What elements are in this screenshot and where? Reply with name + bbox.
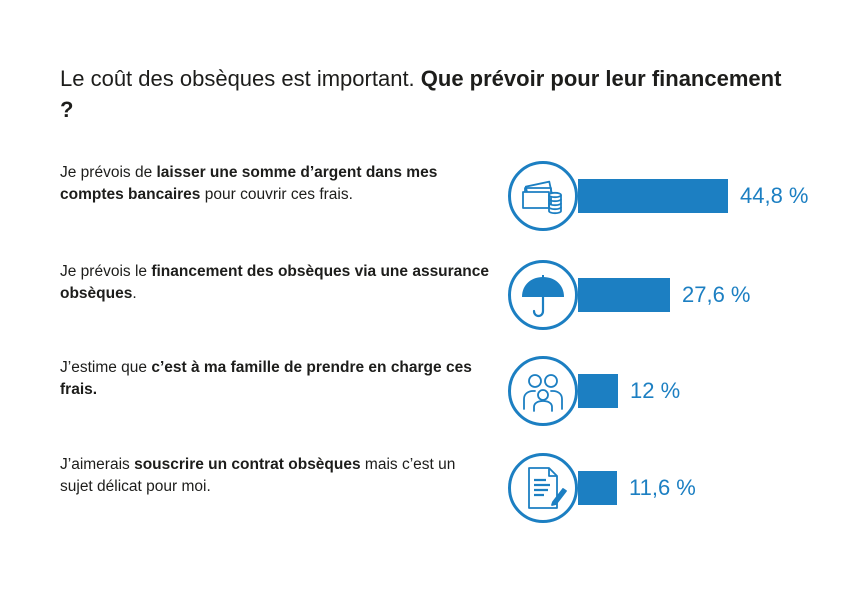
category-label: J’aimerais souscrire un contrat obsèques… [60,454,490,498]
chart-title-bold: Que prévoir pour leur financement ? [60,66,782,122]
category-label-text: Je prévois de [60,164,157,181]
category-label-text: J’aimerais [60,456,135,473]
category-label: J’estime que c’est à ma famille de prend… [60,357,490,401]
category-label-text: mais c’est un sujet délicat pour moi. [60,456,456,495]
bar [578,471,617,505]
bar [578,374,618,408]
bar [578,179,728,213]
category-label-text: . [132,285,137,302]
category-label-text: pour couvrir ces frais. [200,186,353,203]
category-label-bold: laisser une somme d’argent dans mes comp… [60,164,438,203]
category-label-text: Je prévois le [60,263,152,280]
category-label-text: J’estime que [60,359,152,376]
family-icon [508,356,578,426]
money-bills-coins-icon [508,161,578,231]
category-label-bold: c’est à ma famille de prendre en charge … [60,359,472,398]
data-label: 11,6 % [629,475,696,500]
contract-signing-icon [508,453,578,523]
category-label: Je prévois de laisser une somme d’argent… [60,162,490,206]
data-label: 27,6 % [682,282,751,307]
data-label: 12 % [630,378,681,403]
category-label-bold: financement des obsèques via une assuran… [60,263,490,302]
chart-title: Le coût des obsèques est important. Que … [60,63,800,125]
data-label: 44,8 % [740,183,809,208]
chart-title-normal: Le coût des obsèques est important. [60,66,421,91]
umbrella-icon [508,260,578,330]
bar [578,278,670,312]
category-label: Je prévois le financement des obsèques v… [60,261,490,305]
category-label-bold: souscrire un contrat obsèques [134,456,361,473]
